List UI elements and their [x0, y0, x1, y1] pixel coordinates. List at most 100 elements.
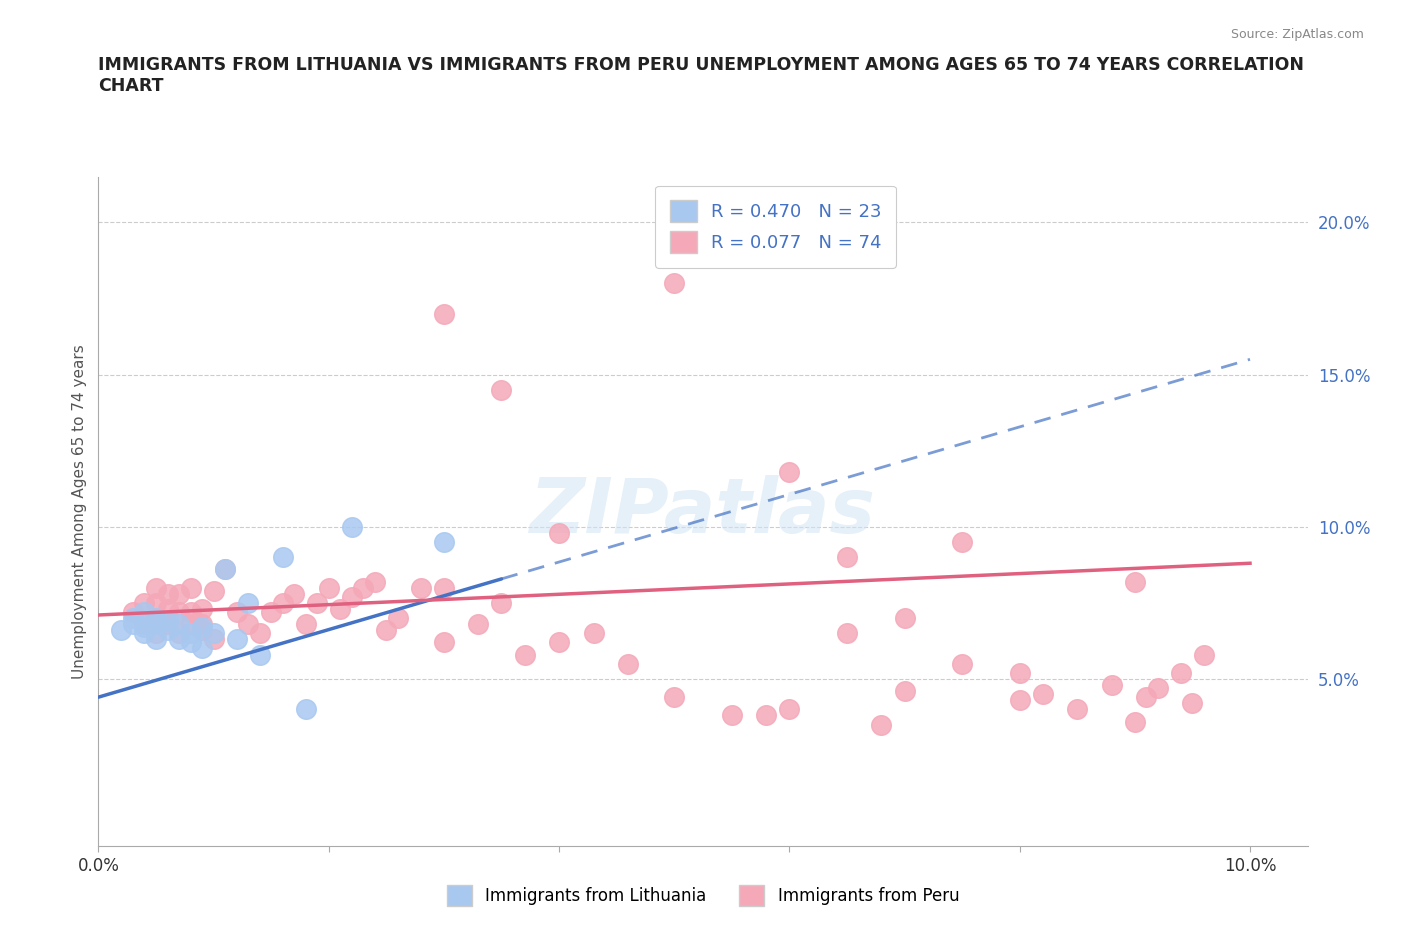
Point [1066, 702, 1088, 717]
Point [156, 614, 179, 629]
Point [329, 602, 352, 617]
Point [260, 604, 283, 619]
Point [283, 586, 305, 601]
Point [167, 631, 190, 646]
Point [548, 525, 571, 540]
Point [134, 604, 156, 619]
Point [294, 702, 316, 717]
Point [893, 611, 915, 626]
Text: Source: ZipAtlas.com: Source: ZipAtlas.com [1230, 28, 1364, 41]
Point [513, 647, 536, 662]
Point [134, 617, 156, 631]
Point [180, 626, 202, 641]
Point [249, 626, 271, 641]
Point [664, 276, 686, 291]
Point [110, 623, 132, 638]
Point [893, 684, 915, 698]
Point [433, 635, 456, 650]
Point [122, 611, 145, 626]
Point [387, 611, 409, 626]
Point [145, 611, 167, 626]
Point [191, 619, 214, 634]
Point [1008, 693, 1031, 708]
Point [225, 604, 247, 619]
Point [409, 580, 432, 595]
Point [180, 617, 202, 631]
Point [134, 595, 156, 610]
Point [582, 626, 605, 641]
Point [122, 604, 145, 619]
Point [720, 708, 742, 723]
Point [950, 657, 973, 671]
Point [835, 626, 858, 641]
Point [1170, 665, 1192, 680]
Point [167, 617, 190, 631]
Point [755, 708, 778, 723]
Point [167, 626, 190, 641]
Point [156, 586, 179, 601]
Point [433, 580, 456, 595]
Point [156, 623, 179, 638]
Point [191, 641, 214, 656]
Point [433, 535, 456, 550]
Point [340, 590, 363, 604]
Point [202, 631, 225, 646]
Legend: R = 0.470   N = 23, R = 0.077   N = 74: R = 0.470 N = 23, R = 0.077 N = 74 [655, 186, 896, 268]
Point [433, 306, 456, 321]
Point [1181, 696, 1204, 711]
Point [1101, 678, 1123, 693]
Point [236, 617, 259, 631]
Point [214, 562, 236, 577]
Point [202, 626, 225, 641]
Text: IMMIGRANTS FROM LITHUANIA VS IMMIGRANTS FROM PERU UNEMPLOYMENT AMONG AGES 65 TO : IMMIGRANTS FROM LITHUANIA VS IMMIGRANTS … [98, 56, 1305, 95]
Point [145, 611, 167, 626]
Point [1032, 686, 1054, 701]
Point [271, 595, 294, 610]
Point [167, 586, 190, 601]
Point [202, 583, 225, 598]
Point [191, 623, 214, 638]
Point [835, 550, 858, 565]
Y-axis label: Unemployment Among Ages 65 to 74 years: Unemployment Among Ages 65 to 74 years [72, 344, 87, 679]
Point [145, 631, 167, 646]
Point [617, 657, 640, 671]
Point [491, 595, 513, 610]
Point [1008, 665, 1031, 680]
Point [364, 574, 387, 589]
Point [1135, 690, 1157, 705]
Point [134, 626, 156, 641]
Point [145, 617, 167, 631]
Point [145, 595, 167, 610]
Point [249, 647, 271, 662]
Legend: Immigrants from Lithuania, Immigrants from Peru: Immigrants from Lithuania, Immigrants fr… [440, 879, 966, 912]
Point [307, 595, 329, 610]
Point [225, 631, 247, 646]
Point [548, 635, 571, 650]
Point [664, 690, 686, 705]
Point [134, 619, 156, 634]
Point [1123, 574, 1146, 589]
Point [180, 635, 202, 650]
Point [318, 580, 340, 595]
Point [778, 702, 800, 717]
Point [491, 382, 513, 397]
Point [950, 535, 973, 550]
Point [180, 580, 202, 595]
Point [870, 717, 893, 732]
Point [191, 617, 214, 631]
Point [156, 617, 179, 631]
Point [271, 550, 294, 565]
Point [375, 623, 398, 638]
Point [352, 580, 374, 595]
Point [294, 617, 316, 631]
Point [778, 464, 800, 479]
Point [1123, 714, 1146, 729]
Point [214, 562, 236, 577]
Point [1192, 647, 1215, 662]
Point [180, 604, 202, 619]
Point [191, 602, 214, 617]
Point [340, 519, 363, 534]
Point [122, 617, 145, 631]
Point [236, 595, 259, 610]
Point [156, 602, 179, 617]
